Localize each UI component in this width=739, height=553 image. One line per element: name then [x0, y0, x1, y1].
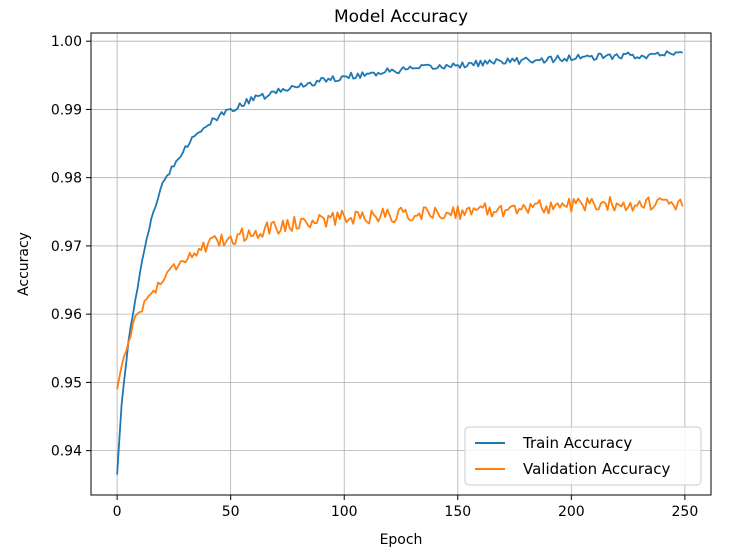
legend-box: [464, 426, 702, 486]
y-tick-label: 0.97: [51, 239, 82, 255]
legend-entry: Validation Accuracy: [523, 460, 670, 478]
legend-entry: Train Accuracy: [522, 434, 632, 452]
x-axis-label: Epoch: [380, 532, 423, 548]
x-tick-label: 0: [113, 504, 122, 520]
x-tick-label: 200: [558, 504, 585, 520]
series-lines: [116, 50, 684, 475]
series-line-train: [116, 50, 683, 475]
x-tick-label: 50: [222, 504, 240, 520]
y-tick-label: 0.99: [51, 102, 82, 118]
plot-frame: [90, 32, 712, 496]
series-line-validation: [116, 196, 684, 390]
y-axis: 0.94 0.95 0.96 0.97 0.98 0.99 1.00: [51, 34, 91, 460]
y-tick-label: 0.95: [51, 375, 82, 391]
x-tick-label: 250: [672, 504, 699, 520]
y-tick-label: 0.94: [51, 444, 82, 460]
y-axis-label: Accuracy: [16, 232, 32, 296]
y-tick-label: 0.96: [51, 307, 82, 323]
x-tick-label: 150: [444, 504, 471, 520]
grid: [91, 33, 711, 495]
x-axis: 0 50 100 150 200 250: [113, 495, 699, 520]
y-tick-label: 1.00: [51, 34, 82, 50]
chart-title: Model Accuracy: [334, 7, 468, 27]
legend: Train Accuracy Validation Accuracy: [464, 426, 702, 486]
y-tick-label: 0.98: [51, 171, 82, 187]
x-tick-label: 100: [331, 504, 358, 520]
